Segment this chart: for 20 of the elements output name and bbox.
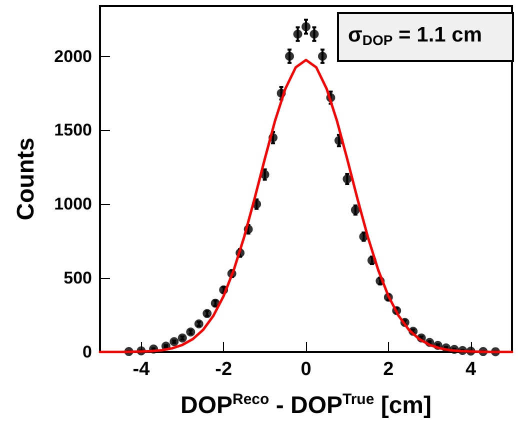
x-tick-label: 0 (300, 359, 312, 380)
point (342, 174, 352, 184)
point (293, 30, 302, 39)
point (318, 52, 327, 61)
x-tick-label: 2 (383, 359, 394, 380)
point (178, 333, 187, 342)
point (170, 337, 179, 346)
x-tick-label: 4 (466, 359, 477, 380)
point (302, 22, 310, 32)
y-tick-label: 0 (82, 342, 92, 362)
y-tick-label: 1500 (54, 120, 92, 140)
point (310, 30, 319, 39)
y-tick-label: 1000 (54, 194, 92, 214)
y-axis-title: Counts (12, 138, 40, 220)
x-tick-label: -4 (132, 359, 150, 380)
y-tick-label: 500 (64, 268, 92, 288)
point (285, 52, 294, 61)
y-tick-label: 2000 (54, 46, 92, 66)
x-tick-label: -2 (215, 359, 232, 380)
point (186, 328, 196, 337)
